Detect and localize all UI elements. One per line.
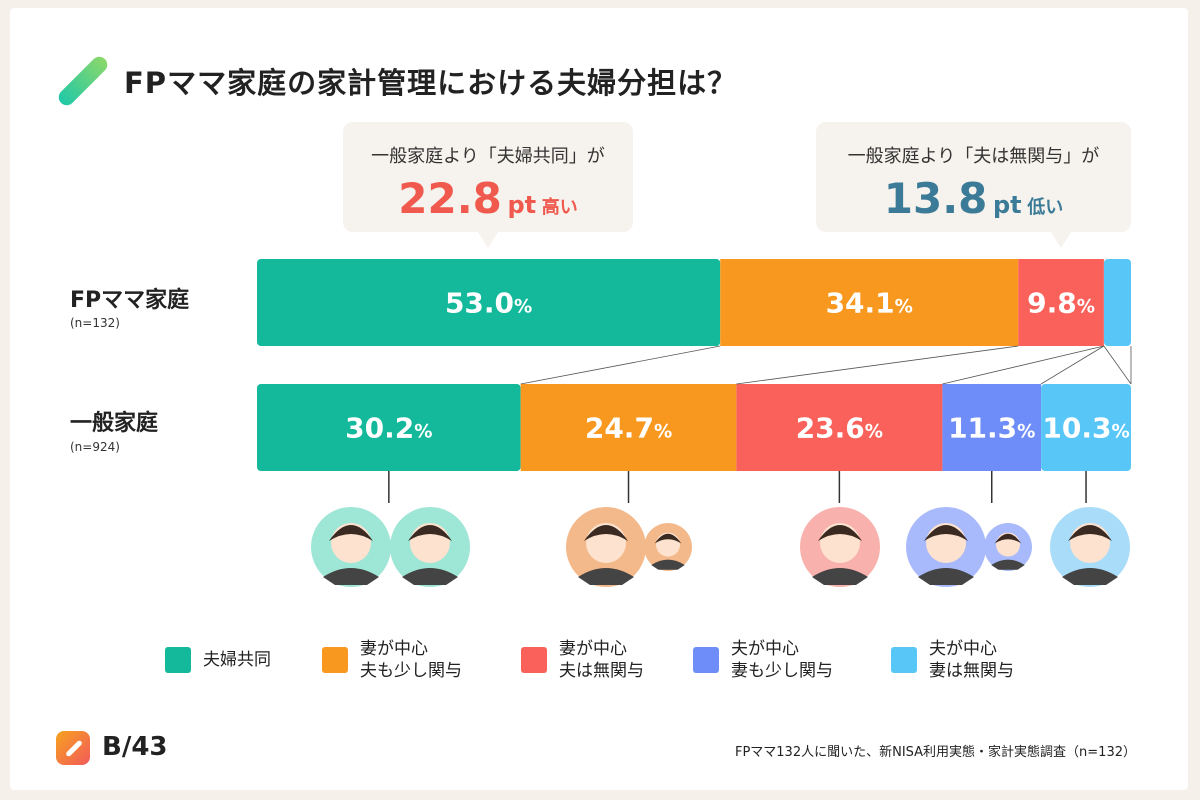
callout-joint: 一般家庭より「夫婦共同」が 22.8 pt 高い [343, 122, 633, 248]
legend-swatch [521, 647, 547, 673]
callout-value: 22.8 [398, 174, 502, 223]
avatar-body [1062, 568, 1118, 585]
avatar-hair [654, 533, 682, 544]
bar-segment [720, 259, 1019, 346]
avatar-body [918, 568, 974, 585]
source-note: FPママ132人に聞いた、新NISA利用実態・家計実態調査（n=132） [734, 745, 1136, 760]
legend-item: 夫婦共同 [165, 647, 271, 673]
avatar-hair [994, 533, 1022, 544]
connector-line [520, 345, 721, 385]
avatar-hair [1068, 525, 1112, 541]
callout-husband-uninvolved: 一般家庭より「夫は無関与」が 13.8 pt 低い [816, 122, 1131, 248]
avatar-hair [584, 525, 628, 541]
bar-segment [520, 384, 737, 471]
legend-swatch [693, 647, 719, 673]
legend-label: 夫が中心 妻も少し関与 [731, 639, 833, 681]
avatar-hair [329, 525, 373, 541]
chart-title: FPママ家庭の家計管理における夫婦分担は？ [124, 66, 738, 100]
connector-line [736, 345, 1019, 385]
avatar-body [651, 559, 685, 570]
avatar-body [812, 568, 868, 585]
bar-label: 53.0% [445, 287, 532, 320]
avatar-hair [924, 525, 968, 541]
callout-unit: pt [992, 191, 1022, 219]
avatar-hair [408, 525, 452, 541]
legend-label: 夫婦共同 [203, 650, 271, 670]
callout-suffix: 高い [541, 197, 578, 218]
legend-swatch [165, 647, 191, 673]
row-label-general: 一般家庭 [70, 411, 159, 436]
legend-swatch [891, 647, 917, 673]
bar-label: 9.8% [1027, 287, 1095, 320]
row-label-fp: FPママ家庭 [70, 288, 190, 313]
avatar-body [578, 568, 634, 585]
row-n-fp: (n=132) [70, 316, 120, 330]
bar-segment [736, 384, 943, 471]
bar-segment [1041, 384, 1131, 471]
callout-text: 一般家庭より「夫は無関与」が [847, 146, 1100, 167]
avatar-body [323, 568, 379, 585]
legend-item: 夫が中心 妻も少し関与 [693, 638, 833, 682]
avatar-hair [818, 525, 862, 541]
avatar-body [402, 568, 458, 585]
bar-label: 23.6% [796, 412, 883, 445]
connector-line [1103, 345, 1132, 385]
legend-label: 妻が中心 夫は無関与 [559, 639, 644, 681]
callout-suffix: 低い [1027, 197, 1064, 218]
callout-text: 一般家庭より「夫婦共同」が [371, 146, 605, 167]
bar-segment [1018, 259, 1104, 346]
brand-name: B/43 [102, 732, 168, 762]
bar-segment [942, 384, 1042, 471]
avatar-body [991, 559, 1025, 570]
bar-segment [257, 384, 521, 471]
legend-item: 妻が中心 夫も少し関与 [322, 638, 462, 682]
bar-segment [257, 259, 721, 346]
legend-label: 妻が中心 夫も少し関与 [360, 639, 462, 681]
legend-item: 夫が中心 妻は無関与 [891, 638, 1014, 682]
callout-value: 13.8 [883, 174, 988, 223]
connector-line [942, 345, 1104, 385]
bar-segment [1103, 259, 1131, 346]
connector-line [1040, 345, 1105, 385]
callout-unit: pt [507, 191, 537, 219]
bar-label: 30.2% [345, 412, 432, 445]
row-n-general: (n=924) [70, 440, 120, 454]
legend-item: 妻が中心 夫は無関与 [521, 638, 644, 682]
brand-logo-icon [56, 731, 90, 765]
legend-swatch [322, 647, 348, 673]
legend-label: 夫が中心 妻は無関与 [929, 639, 1014, 681]
